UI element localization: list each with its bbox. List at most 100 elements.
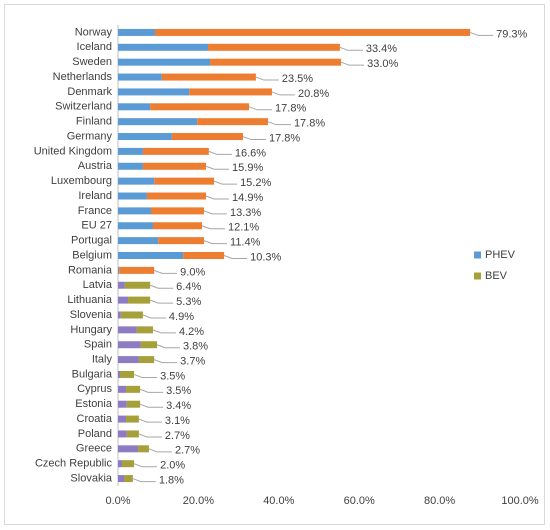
leader-line (139, 403, 164, 408)
y-tick-label: Poland (78, 428, 112, 440)
y-tick-label: Croatia (77, 413, 113, 425)
leader-line (149, 284, 174, 289)
x-tick-label: 40.0% (263, 495, 294, 507)
y-tick-label: Lithuania (67, 294, 113, 306)
bar-segment (128, 296, 151, 304)
total-label: 15.9% (232, 162, 263, 174)
total-label: 3.1% (165, 415, 190, 427)
y-tick-label: Italy (92, 354, 113, 366)
leader-line (156, 344, 180, 349)
bar-segment (171, 133, 244, 141)
bar-segment (119, 266, 155, 274)
y-tick-label: Switzerland (55, 101, 112, 113)
y-tick-label: Denmark (67, 86, 112, 98)
bar-segment (118, 207, 151, 215)
leader-line (148, 448, 172, 453)
x-tick-label: 0.0% (105, 495, 130, 507)
leader-line (138, 418, 162, 423)
bar-segment (142, 147, 209, 155)
total-label: 17.8% (294, 118, 325, 130)
chart-frame (4, 4, 545, 525)
leader-line (208, 150, 232, 155)
leader-line (154, 269, 178, 274)
total-label: 9.0% (180, 266, 205, 278)
bar-segment (120, 311, 143, 319)
y-tick-label: Austria (78, 160, 113, 172)
y-tick-label: Norway (75, 26, 113, 38)
leader-line (152, 329, 176, 334)
y-tick-label: Czech Republic (35, 458, 113, 470)
bar-segment (161, 73, 256, 81)
leader-line (133, 463, 158, 468)
bar-segment (118, 237, 159, 245)
leader-line (242, 136, 267, 141)
y-tick-label: Sweden (72, 56, 112, 68)
y-tick-label: Latvia (83, 279, 113, 291)
bar-segment (118, 281, 125, 289)
bar-segment (118, 311, 121, 319)
y-tick-label: Spain (84, 339, 112, 351)
leader-line (133, 373, 158, 378)
total-label: 17.8% (275, 103, 306, 115)
leader-line (205, 195, 230, 200)
y-tick-label: Finland (76, 116, 112, 128)
bar-segment (197, 118, 268, 126)
leader-line (213, 180, 238, 185)
leader-line (255, 76, 279, 81)
leader-line (132, 478, 156, 483)
total-label: 6.4% (176, 281, 201, 293)
bar-segment (150, 103, 250, 111)
y-tick-label: Slovenia (70, 309, 113, 321)
total-label: 33.4% (366, 43, 397, 55)
bar-segment (122, 460, 135, 468)
bar-segment (120, 370, 135, 378)
bar-segment (118, 326, 137, 334)
bar-segment (118, 356, 139, 364)
bar-segment (124, 475, 133, 483)
bar-segment (118, 73, 162, 81)
total-label: 79.3% (496, 28, 527, 40)
bar-segment (208, 43, 340, 51)
total-label: 4.2% (179, 326, 204, 338)
total-label: 3.5% (160, 370, 185, 382)
y-tick-label: Hungary (70, 324, 112, 336)
bar-segment (118, 177, 155, 185)
legend-label: PHEV (485, 249, 516, 261)
total-label: 17.8% (269, 132, 300, 144)
bar-segment (118, 133, 172, 141)
bar-segment (118, 192, 147, 200)
y-tick-label: Cyprus (77, 383, 112, 395)
total-label: 20.8% (298, 88, 329, 100)
leader-line (267, 121, 291, 126)
leader-line (340, 61, 365, 66)
total-label: 10.3% (250, 251, 281, 263)
y-tick-label: Slovakia (70, 472, 112, 484)
x-tick-label: 20.0% (183, 495, 214, 507)
bar-segment (118, 400, 127, 408)
y-tick-label: Luxembourg (51, 175, 112, 187)
bar-segment (118, 118, 198, 126)
total-label: 3.4% (166, 400, 191, 412)
leader-line (203, 210, 228, 215)
bar-segment (118, 147, 143, 155)
bar-segment (118, 415, 127, 423)
leader-line (149, 299, 174, 304)
bar-segment (136, 326, 153, 334)
y-tick-label: Estonia (75, 398, 113, 410)
bar-segment (154, 28, 471, 36)
total-label: 5.3% (176, 296, 201, 308)
legend-swatch (474, 272, 481, 280)
total-label: 33.0% (367, 58, 398, 70)
bar-segment (118, 28, 155, 36)
bar-segment (118, 266, 120, 274)
bar-segment (189, 88, 272, 96)
x-tick-label: 100.0% (501, 495, 539, 507)
bar-segment (146, 192, 207, 200)
y-tick-label: Germany (67, 130, 113, 142)
total-label: 15.2% (240, 177, 271, 189)
y-tick-label: France (78, 205, 112, 217)
total-label: 23.5% (282, 73, 313, 85)
leader-line (138, 433, 162, 438)
total-label: 11.4% (230, 237, 261, 249)
